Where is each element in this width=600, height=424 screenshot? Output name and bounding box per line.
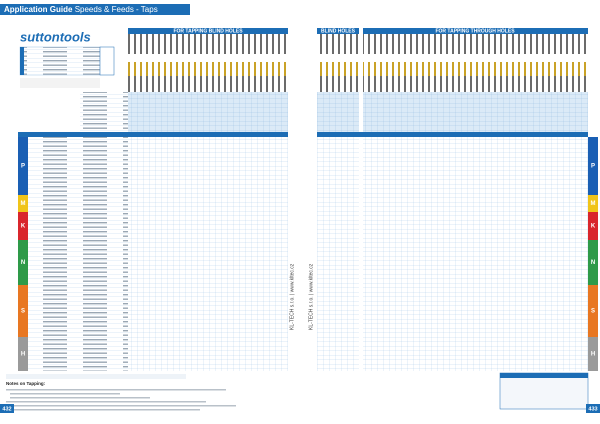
subtitle: Speeds & Feeds - Taps <box>75 5 158 14</box>
group-letter: N <box>21 260 25 266</box>
logo: suttontools <box>20 29 91 44</box>
section-bar <box>363 28 588 34</box>
group-band <box>18 137 28 195</box>
group-band <box>18 195 28 212</box>
table-head <box>317 132 588 137</box>
group-band <box>18 285 28 337</box>
group-letter: N <box>591 260 595 266</box>
notes-title: Notes on Tapping: <box>6 381 46 386</box>
notes-lines <box>6 389 236 411</box>
section-title: FOR TAPPING BLIND HOLES <box>173 28 243 34</box>
group-letter: H <box>591 352 595 358</box>
conditions-text <box>6 374 186 379</box>
group-band <box>18 240 28 285</box>
group-letter: K <box>591 224 596 230</box>
section-title: BLIND HOLES <box>321 28 356 34</box>
data-grid <box>317 137 359 371</box>
vendor-left: KL-TECH s.r.o. | www.kltec.cz <box>289 263 295 330</box>
page-tab <box>0 404 14 413</box>
legend-swatch <box>20 47 24 75</box>
page-number: 432 <box>2 406 11 412</box>
group-letter: P <box>591 164 595 170</box>
tap-images <box>128 34 288 92</box>
section-bar <box>317 28 359 34</box>
formula-head <box>500 373 588 378</box>
spec-labels <box>80 92 128 132</box>
group-band <box>588 240 598 285</box>
tap-specs <box>363 92 588 132</box>
group-letter: H <box>21 352 25 358</box>
legend-box <box>19 46 101 76</box>
data-grid <box>128 137 288 371</box>
group-letter: M <box>21 201 26 207</box>
legend-note <box>20 78 100 88</box>
group-band <box>18 212 28 240</box>
data-grid <box>363 137 588 371</box>
group-band <box>588 285 598 337</box>
group-band <box>588 137 598 195</box>
page-number: 433 <box>588 406 597 412</box>
tap-images <box>363 34 588 92</box>
group-band <box>588 337 598 371</box>
group-letter: P <box>21 164 25 170</box>
tap-specs <box>128 92 288 132</box>
group-letter: S <box>21 309 25 315</box>
header-bar <box>0 4 190 15</box>
group-band <box>588 212 598 240</box>
table-head <box>18 132 288 137</box>
header-title: Application Guide Speeds & Feeds - Taps <box>4 5 158 14</box>
group-band <box>588 195 598 212</box>
group-letter: M <box>591 201 596 207</box>
tap-images <box>317 34 359 92</box>
group-letter: S <box>591 309 595 315</box>
page-tab <box>586 404 600 413</box>
group-band <box>18 337 28 371</box>
vendor-right: KL-TECH s.r.o. | www.kltec.cz <box>308 263 314 330</box>
title: Application Guide <box>4 5 73 14</box>
group-letter: K <box>21 224 26 230</box>
material-column <box>28 137 128 371</box>
section-title: FOR TAPPING THROUGH HOLES <box>435 28 515 34</box>
legend-symbols <box>99 46 115 76</box>
formula-box <box>499 372 589 410</box>
section-bar <box>128 28 288 34</box>
tap-specs <box>317 92 359 132</box>
